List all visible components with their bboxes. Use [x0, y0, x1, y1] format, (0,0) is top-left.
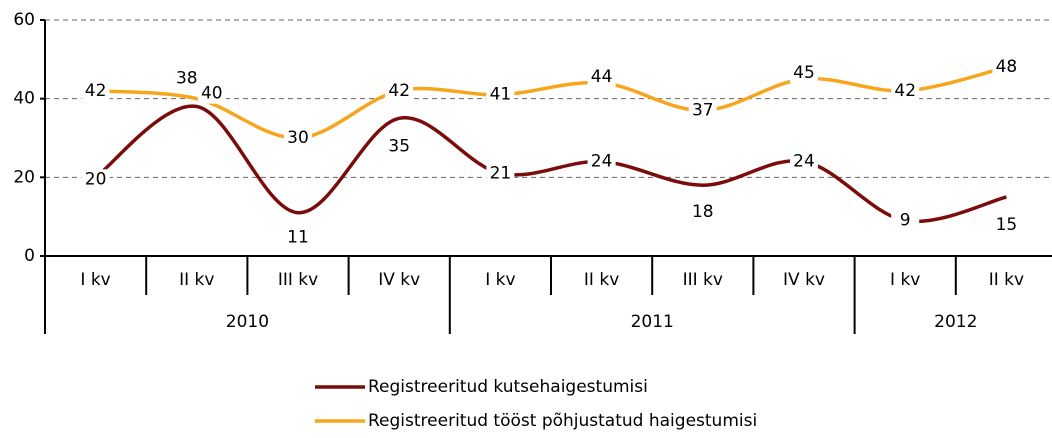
data-label-bg	[486, 163, 515, 184]
data-label-bg	[486, 84, 515, 105]
data-label-bg	[790, 151, 818, 172]
data-label: 9	[900, 211, 911, 231]
data-label-bg	[587, 151, 616, 172]
x-tick-label: II kv	[179, 270, 214, 290]
y-tick-label: 60	[13, 10, 35, 30]
data-label: 18	[692, 202, 714, 222]
y-tick-label: 20	[13, 167, 35, 187]
data-label-bg	[385, 80, 414, 101]
data-label-bg	[992, 215, 1021, 235]
data-label-bg	[284, 128, 312, 148]
y-tick-label: 40	[13, 89, 35, 109]
data-label: 35	[388, 136, 410, 156]
data-label-bg	[688, 202, 717, 223]
data-label-bg	[891, 210, 920, 231]
data-label-bg	[385, 136, 414, 157]
data-label-bg	[992, 57, 1021, 78]
x-tick-label: I kv	[485, 270, 515, 290]
data-label: 41	[490, 85, 512, 105]
x-tick-label: I kv	[890, 270, 920, 290]
year-label: 2012	[934, 312, 977, 332]
data-label-bg	[81, 80, 110, 101]
data-label: 40	[201, 84, 223, 104]
data-label-bg	[284, 227, 312, 248]
x-tick-label: III kv	[683, 270, 723, 290]
x-tick-label: II kv	[989, 270, 1024, 290]
data-label: 42	[85, 81, 107, 101]
year-label: 2010	[226, 312, 269, 332]
data-label: 48	[996, 57, 1018, 77]
data-label-bg	[172, 68, 201, 89]
y-tick-label: 0	[24, 246, 35, 266]
data-label: 42	[894, 81, 916, 101]
data-label: 24	[793, 152, 815, 172]
data-label-bg	[790, 63, 818, 83]
x-tick-label: IV kv	[378, 270, 420, 290]
data-label-bg	[891, 80, 920, 101]
data-label: 24	[591, 152, 613, 172]
legend-label: Registreeritud kutsehaigestumisi	[368, 377, 648, 397]
data-label-bg	[197, 83, 226, 104]
data-label: 45	[793, 63, 815, 83]
x-tick-label: IV kv	[783, 270, 825, 290]
data-label: 42	[388, 81, 410, 101]
x-tick-label: I kv	[80, 270, 110, 290]
legend-label: Registreeritud tööst põhjustatud haigest…	[368, 411, 757, 431]
data-label-bg	[688, 100, 717, 121]
data-label: 37	[692, 100, 714, 120]
line-series	[94, 104, 1007, 224]
x-tick-label: III kv	[278, 270, 318, 290]
data-label: 44	[591, 67, 613, 87]
data-label: 15	[996, 215, 1018, 235]
data-label-bg	[81, 169, 110, 190]
data-label: 20	[85, 169, 107, 189]
year-label: 2011	[631, 312, 674, 332]
data-label-bg	[587, 66, 616, 87]
data-label: 30	[287, 128, 309, 148]
data-label: 38	[176, 69, 198, 89]
data-label: 11	[287, 228, 309, 248]
data-label: 21	[490, 163, 512, 183]
x-tick-label: II kv	[584, 270, 619, 290]
line-series	[95, 65, 1007, 140]
